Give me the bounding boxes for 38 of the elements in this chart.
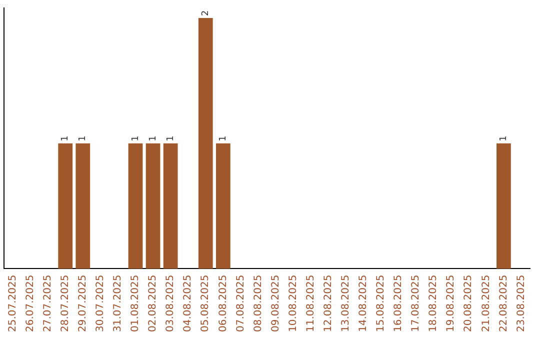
x-tick-label: 08.08.2025 xyxy=(252,274,264,332)
x-tick-label: 05.08.2025 xyxy=(200,274,212,332)
x-tick-label: 12.08.2025 xyxy=(322,274,334,332)
x-tick-label: 29.07.2025 xyxy=(77,274,88,332)
x-tick-label: 13.08.2025 xyxy=(340,274,352,332)
data-label: 1 xyxy=(499,136,510,142)
x-tick-label: 11.08.2025 xyxy=(305,274,316,332)
x-tick-label: 17.08.2025 xyxy=(410,274,422,332)
x-tick-label: 06.08.2025 xyxy=(218,274,229,332)
data-label: 1 xyxy=(60,136,71,142)
x-tick-label: 22.08.2025 xyxy=(498,274,510,332)
x-tick-label: 31.07.2025 xyxy=(112,274,124,332)
x-tick-label: 26.07.2025 xyxy=(24,274,36,332)
x-tick-label: 27.07.2025 xyxy=(42,274,54,332)
x-tick-label: 01.08.2025 xyxy=(130,274,142,332)
data-label: 1 xyxy=(130,136,141,142)
x-tick-label: 21.08.2025 xyxy=(480,274,492,332)
x-tick-label: 30.07.2025 xyxy=(95,274,106,332)
x-tick-label: 28.07.2025 xyxy=(60,274,71,332)
x-tick-label: 25.07.2025 xyxy=(7,274,18,332)
x-tick-label: 15.08.2025 xyxy=(376,274,387,332)
x-tick-label: 09.08.2025 xyxy=(270,274,282,332)
data-label: 1 xyxy=(218,136,229,142)
x-tick-label: 16.08.2025 xyxy=(393,274,404,332)
x-tick-label: 03.08.2025 xyxy=(165,274,176,332)
data-label: 1 xyxy=(148,136,158,142)
data-label: 1 xyxy=(166,136,176,142)
data-label: 1 xyxy=(78,136,88,142)
data-label: 2 xyxy=(200,10,211,16)
x-tick-label: 19.08.2025 xyxy=(446,274,457,332)
x-tick-label: 23.08.2025 xyxy=(516,274,527,332)
x-tick-label: 14.08.2025 xyxy=(358,274,370,332)
x-tick-label: 07.08.2025 xyxy=(235,274,246,332)
x-tick-label: 02.08.2025 xyxy=(148,274,159,332)
x-tick-label: 20.08.2025 xyxy=(463,274,474,332)
x-tick-label: 10.08.2025 xyxy=(288,274,299,332)
x-tick-label: 18.08.2025 xyxy=(428,274,440,332)
x-tick-label: 04.08.2025 xyxy=(182,274,194,332)
